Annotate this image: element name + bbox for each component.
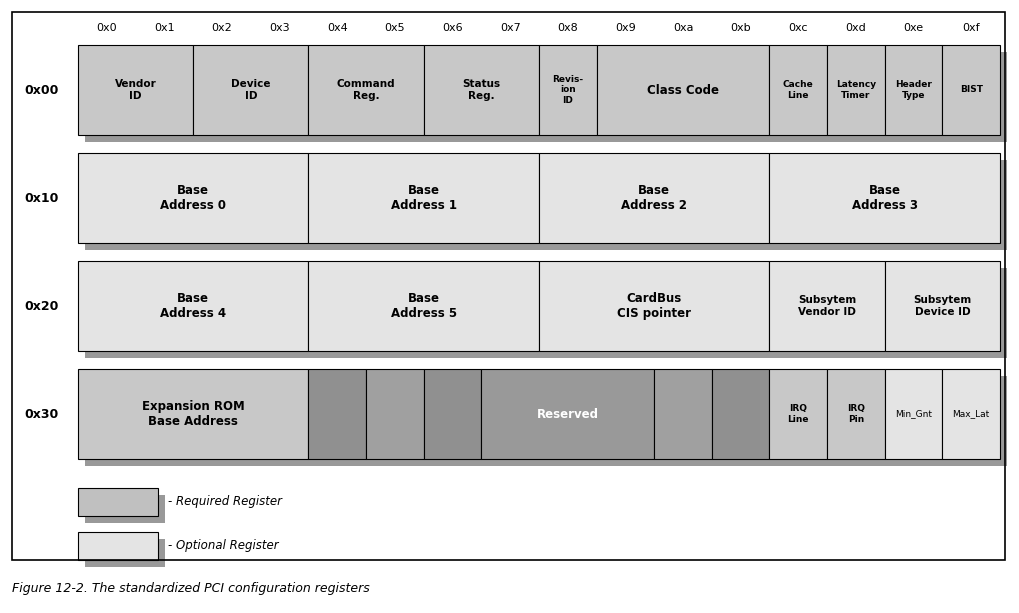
Bar xyxy=(193,45,308,135)
Text: Class Code: Class Code xyxy=(646,83,718,96)
Text: IRQ
Line: IRQ Line xyxy=(787,405,808,424)
Text: 0x00: 0x00 xyxy=(24,83,59,96)
Text: Base
Address 2: Base Address 2 xyxy=(621,184,687,212)
Bar xyxy=(77,369,999,459)
Text: Cache
Line: Cache Line xyxy=(783,80,813,100)
Text: Latency
Timer: Latency Timer xyxy=(835,80,875,100)
Bar xyxy=(77,153,308,243)
Text: IRQ
Pin: IRQ Pin xyxy=(846,405,864,424)
Bar xyxy=(77,45,999,135)
Text: Min_Gnt: Min_Gnt xyxy=(895,409,931,419)
Bar xyxy=(538,45,596,135)
Text: 0xf: 0xf xyxy=(962,23,979,33)
Bar xyxy=(768,261,883,351)
Text: 0x9: 0x9 xyxy=(614,23,635,33)
Bar xyxy=(826,369,883,459)
Text: 0x7: 0x7 xyxy=(499,23,520,33)
Bar xyxy=(85,376,1006,466)
Text: Base
Address 3: Base Address 3 xyxy=(851,184,917,212)
Bar xyxy=(883,45,942,135)
Text: Figure 12-2. The standardized PCI configuration registers: Figure 12-2. The standardized PCI config… xyxy=(12,582,370,595)
Text: 0x4: 0x4 xyxy=(327,23,347,33)
Bar xyxy=(596,45,768,135)
Text: Command
Reg.: Command Reg. xyxy=(336,79,395,101)
Text: 0x20: 0x20 xyxy=(24,300,59,313)
Bar xyxy=(85,268,1006,358)
Bar xyxy=(423,45,538,135)
Text: 0x10: 0x10 xyxy=(24,191,59,205)
Text: Reserved: Reserved xyxy=(536,408,598,421)
Text: 0x6: 0x6 xyxy=(442,23,463,33)
Text: - Optional Register: - Optional Register xyxy=(168,539,278,552)
Text: Base
Address 0: Base Address 0 xyxy=(160,184,226,212)
Text: Base
Address 5: Base Address 5 xyxy=(390,292,457,320)
Text: 0xe: 0xe xyxy=(903,23,923,33)
Bar xyxy=(12,12,1004,560)
Bar xyxy=(653,369,711,459)
Bar xyxy=(308,153,538,243)
Text: Expansion ROM
Base Address: Expansion ROM Base Address xyxy=(142,400,245,428)
Bar xyxy=(711,369,768,459)
Bar xyxy=(77,261,308,351)
Text: Max_Lat: Max_Lat xyxy=(952,409,988,419)
Bar xyxy=(883,369,942,459)
Bar xyxy=(77,369,308,459)
Text: Subsytem
Vendor ID: Subsytem Vendor ID xyxy=(797,295,855,317)
Bar xyxy=(768,369,826,459)
Bar xyxy=(768,45,826,135)
Bar xyxy=(77,45,193,135)
Text: - Required Register: - Required Register xyxy=(168,495,281,509)
Bar xyxy=(77,261,999,351)
Text: BIST: BIST xyxy=(959,85,981,94)
Text: 0xb: 0xb xyxy=(730,23,750,33)
Text: 0x1: 0x1 xyxy=(154,23,174,33)
Bar xyxy=(85,539,165,567)
Bar xyxy=(768,153,999,243)
Bar xyxy=(77,153,999,243)
Bar xyxy=(366,369,423,459)
Bar xyxy=(308,369,366,459)
Text: CardBus
CIS pointer: CardBus CIS pointer xyxy=(616,292,691,320)
Bar xyxy=(538,261,768,351)
Text: 0x0: 0x0 xyxy=(97,23,117,33)
Bar xyxy=(942,369,999,459)
Text: Vendor
ID: Vendor ID xyxy=(114,79,156,101)
Bar xyxy=(308,261,538,351)
Bar xyxy=(85,495,165,523)
Bar xyxy=(883,261,999,351)
Bar xyxy=(826,45,883,135)
Text: Header
Type: Header Type xyxy=(895,80,931,100)
Text: Base
Address 1: Base Address 1 xyxy=(390,184,457,212)
Bar xyxy=(308,45,423,135)
Text: 0xc: 0xc xyxy=(788,23,807,33)
Bar xyxy=(85,52,1006,142)
Text: Base
Address 4: Base Address 4 xyxy=(160,292,226,320)
Bar xyxy=(85,160,1006,250)
Bar xyxy=(942,45,999,135)
Text: 0xa: 0xa xyxy=(673,23,693,33)
Text: Subsytem
Device ID: Subsytem Device ID xyxy=(912,295,970,317)
Text: 0x3: 0x3 xyxy=(269,23,289,33)
Text: 0x30: 0x30 xyxy=(24,408,59,421)
Text: 0x8: 0x8 xyxy=(557,23,578,33)
Bar xyxy=(77,488,158,516)
Bar xyxy=(423,369,481,459)
Bar xyxy=(538,153,768,243)
Text: 0x5: 0x5 xyxy=(384,23,405,33)
Text: 0x2: 0x2 xyxy=(212,23,232,33)
Text: Device
ID: Device ID xyxy=(231,79,270,101)
Text: Revis-
ion
ID: Revis- ion ID xyxy=(551,75,583,105)
Bar xyxy=(481,369,653,459)
Text: Status
Reg.: Status Reg. xyxy=(462,79,500,101)
Text: 0xd: 0xd xyxy=(845,23,865,33)
Bar xyxy=(77,532,158,560)
